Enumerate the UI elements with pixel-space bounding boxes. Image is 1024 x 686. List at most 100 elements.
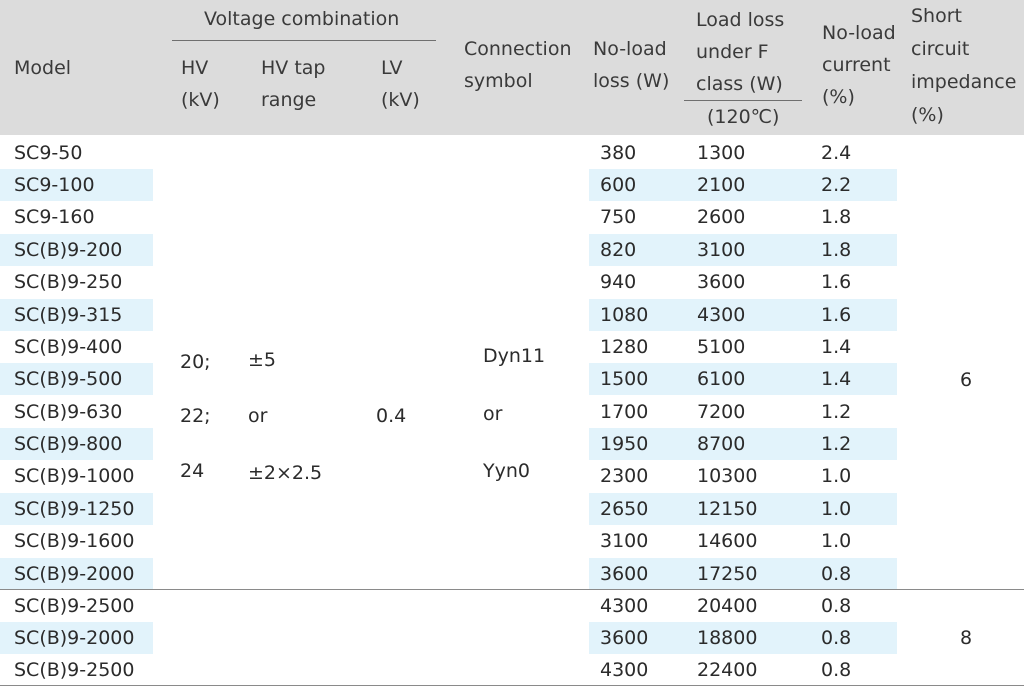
merged-hv-tap-value: ±2×2.5 <box>248 462 323 484</box>
cell-load-loss: 20400 <box>697 595 758 617</box>
cell-model: SC(B)9-2000 <box>14 563 135 585</box>
header-noload-current-line2: current <box>822 54 891 76</box>
cell-load-loss: 10300 <box>697 465 758 487</box>
cell-load-loss: 6100 <box>697 368 746 390</box>
merged-hv-value: 22; <box>180 405 211 427</box>
cell-model: SC(B)9-2000 <box>14 627 135 649</box>
header-model: Model <box>14 57 72 79</box>
cell-model: SC(B)9-1000 <box>14 465 135 487</box>
cell-noload-loss: 1080 <box>600 304 649 326</box>
cell-noload-loss: 1700 <box>600 401 649 423</box>
cell-load-loss: 4300 <box>697 304 746 326</box>
cell-noload-current: 1.0 <box>821 465 852 487</box>
cell-noload-current: 0.8 <box>821 627 852 649</box>
cell-noload-loss: 1280 <box>600 336 649 358</box>
header-impedance-line3: impedance <box>911 71 1017 93</box>
merged-impedance-value: 6 <box>960 369 973 391</box>
merged-hv-value: 24 <box>180 460 205 482</box>
cell-noload-loss: 940 <box>600 271 637 293</box>
row-stripe <box>0 234 153 266</box>
row-stripe <box>589 363 897 395</box>
cell-noload-current: 1.8 <box>821 206 852 228</box>
cell-noload-current: 1.4 <box>821 336 852 358</box>
cell-noload-current: 2.2 <box>821 174 852 196</box>
header-impedance-line2: circuit <box>911 38 970 60</box>
cell-noload-loss: 380 <box>600 142 637 164</box>
header-connection-line2: symbol <box>464 70 533 92</box>
row-stripe <box>589 234 897 266</box>
cell-load-loss: 17250 <box>697 563 758 585</box>
header-hv-line1: HV <box>181 57 209 79</box>
cell-noload-loss: 600 <box>600 174 637 196</box>
cell-noload-current: 0.8 <box>821 595 852 617</box>
cell-load-loss: 7200 <box>697 401 746 423</box>
cell-noload-current: 1.8 <box>821 239 852 261</box>
merged-hv-tap-value: ±5 <box>248 349 277 371</box>
merged-connection-value: Dyn11 <box>483 345 546 367</box>
header-load-loss-line2: under F <box>696 41 769 63</box>
row-stripe <box>589 558 897 590</box>
cell-noload-current: 1.6 <box>821 304 852 326</box>
cell-noload-loss: 2300 <box>600 465 649 487</box>
header-connection-line1: Connection <box>464 38 572 60</box>
cell-model: SC(B)9-400 <box>14 336 123 358</box>
cell-model: SC(B)9-315 <box>14 304 123 326</box>
cell-model: SC9-50 <box>14 142 83 164</box>
row-stripe <box>0 299 153 331</box>
header-load-loss-line3: class (W) <box>696 73 783 95</box>
merged-connection-value: Yyn0 <box>483 460 530 482</box>
cell-noload-loss: 2650 <box>600 498 649 520</box>
cell-noload-current: 0.8 <box>821 563 852 585</box>
cell-noload-loss: 4300 <box>600 595 649 617</box>
cell-load-loss: 22400 <box>697 659 758 681</box>
cell-noload-loss: 4300 <box>600 659 649 681</box>
cell-model: SC9-100 <box>14 174 95 196</box>
header-noload-loss-line2: loss (W) <box>593 70 670 92</box>
row-stripe <box>0 558 153 590</box>
merged-connection-value: or <box>483 403 503 425</box>
cell-load-loss: 2600 <box>697 206 746 228</box>
cell-load-loss: 3100 <box>697 239 746 261</box>
header-lv-line1: LV <box>381 57 403 79</box>
row-stripe <box>589 428 897 460</box>
cell-model: SC(B)9-200 <box>14 239 123 261</box>
header-hv-line2: (kV) <box>181 89 220 111</box>
cell-model: SC(B)9-2500 <box>14 659 135 681</box>
cell-load-loss: 1300 <box>697 142 746 164</box>
cell-noload-current: 1.2 <box>821 401 852 423</box>
table-header <box>0 0 1024 135</box>
row-stripe <box>589 493 897 525</box>
row-stripe <box>0 493 153 525</box>
cell-noload-loss: 1950 <box>600 433 649 455</box>
header-impedance-line1: Short <box>911 5 962 27</box>
cell-noload-current: 2.4 <box>821 142 852 164</box>
cell-noload-loss: 1500 <box>600 368 649 390</box>
merged-hv-value: 20; <box>180 351 211 373</box>
row-stripe <box>0 363 153 395</box>
header-noload-loss-line1: No-load <box>593 38 667 60</box>
merged-hv-tap-value: or <box>248 405 268 427</box>
cell-noload-loss: 3600 <box>600 563 649 585</box>
cell-model: SC(B)9-630 <box>14 401 123 423</box>
cell-model: SC(B)9-1600 <box>14 530 135 552</box>
header-impedance-line4: (%) <box>911 104 944 126</box>
header-hv-tap-line1: HV tap <box>261 57 326 79</box>
header-load-loss-line1: Load loss <box>696 9 785 31</box>
cell-model: SC(B)9-1250 <box>14 498 135 520</box>
cell-noload-current: 1.4 <box>821 368 852 390</box>
cell-noload-current: 1.0 <box>821 530 852 552</box>
header-noload-current-line3: (%) <box>822 86 855 108</box>
row-stripe <box>589 299 897 331</box>
load-loss-rule <box>684 100 802 101</box>
row-stripe <box>0 428 153 460</box>
cell-model: SC(B)9-250 <box>14 271 123 293</box>
cell-noload-loss: 3100 <box>600 530 649 552</box>
row-stripe <box>0 622 153 654</box>
cell-noload-loss: 3600 <box>600 627 649 649</box>
voltage-combination-rule <box>172 40 436 41</box>
cell-load-loss: 3600 <box>697 271 746 293</box>
row-stripe <box>589 622 897 654</box>
cell-load-loss: 8700 <box>697 433 746 455</box>
cell-model: SC9-160 <box>14 206 95 228</box>
header-voltage-combination: Voltage combination <box>204 8 400 30</box>
